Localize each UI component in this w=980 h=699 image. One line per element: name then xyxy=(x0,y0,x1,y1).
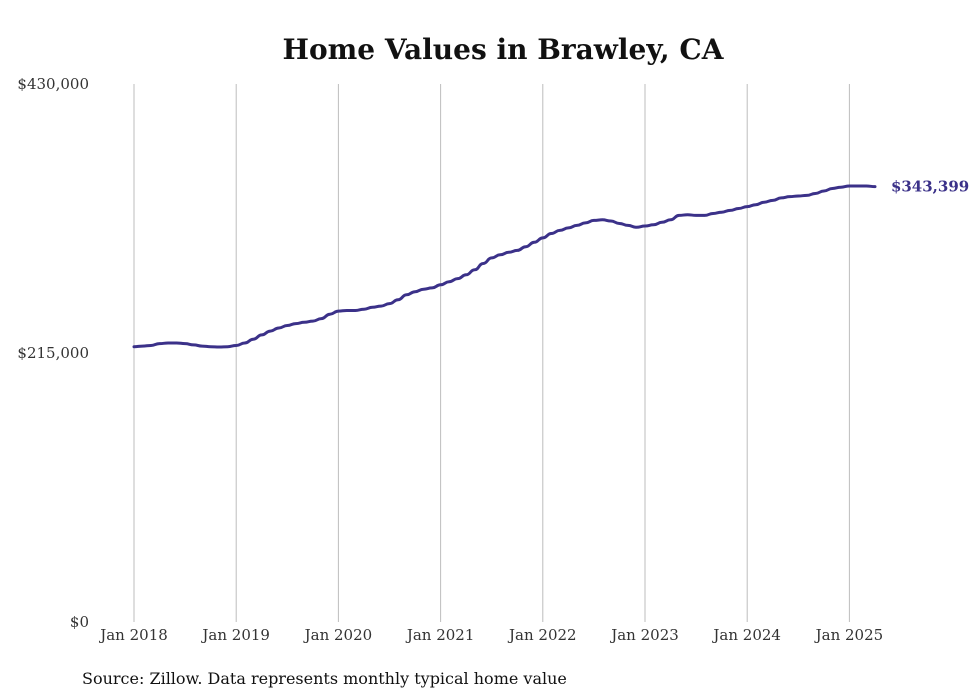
x-tick-label: Jan 2021 xyxy=(405,626,475,644)
latest-value-label: $343,399 xyxy=(891,178,969,196)
home-value-line xyxy=(132,184,877,349)
x-tick-label: Jan 2019 xyxy=(200,626,270,644)
chart-title: Home Values in Brawley, CA xyxy=(283,33,725,66)
y-axis-ticks: $430,000 $215,000 $0 xyxy=(17,75,89,631)
x-tick-label: Jan 2018 xyxy=(98,626,168,644)
x-tick-label: Jan 2024 xyxy=(711,626,781,644)
x-tick-label: Jan 2025 xyxy=(814,626,884,644)
x-tick-label: Jan 2023 xyxy=(609,626,679,644)
x-tick-label: Jan 2020 xyxy=(303,626,373,644)
grid-lines xyxy=(133,84,850,622)
x-axis-ticks: Jan 2018 Jan 2019 Jan 2020 Jan 2021 Jan 2022… xyxy=(98,626,883,644)
y-tick-label: $215,000 xyxy=(17,344,89,362)
x-tick-label: Jan 2022 xyxy=(507,626,577,644)
source-note: Source: Zillow. Data represents monthly … xyxy=(82,669,567,688)
y-tick-label: $0 xyxy=(70,613,89,631)
y-tick-label: $430,000 xyxy=(17,75,89,93)
